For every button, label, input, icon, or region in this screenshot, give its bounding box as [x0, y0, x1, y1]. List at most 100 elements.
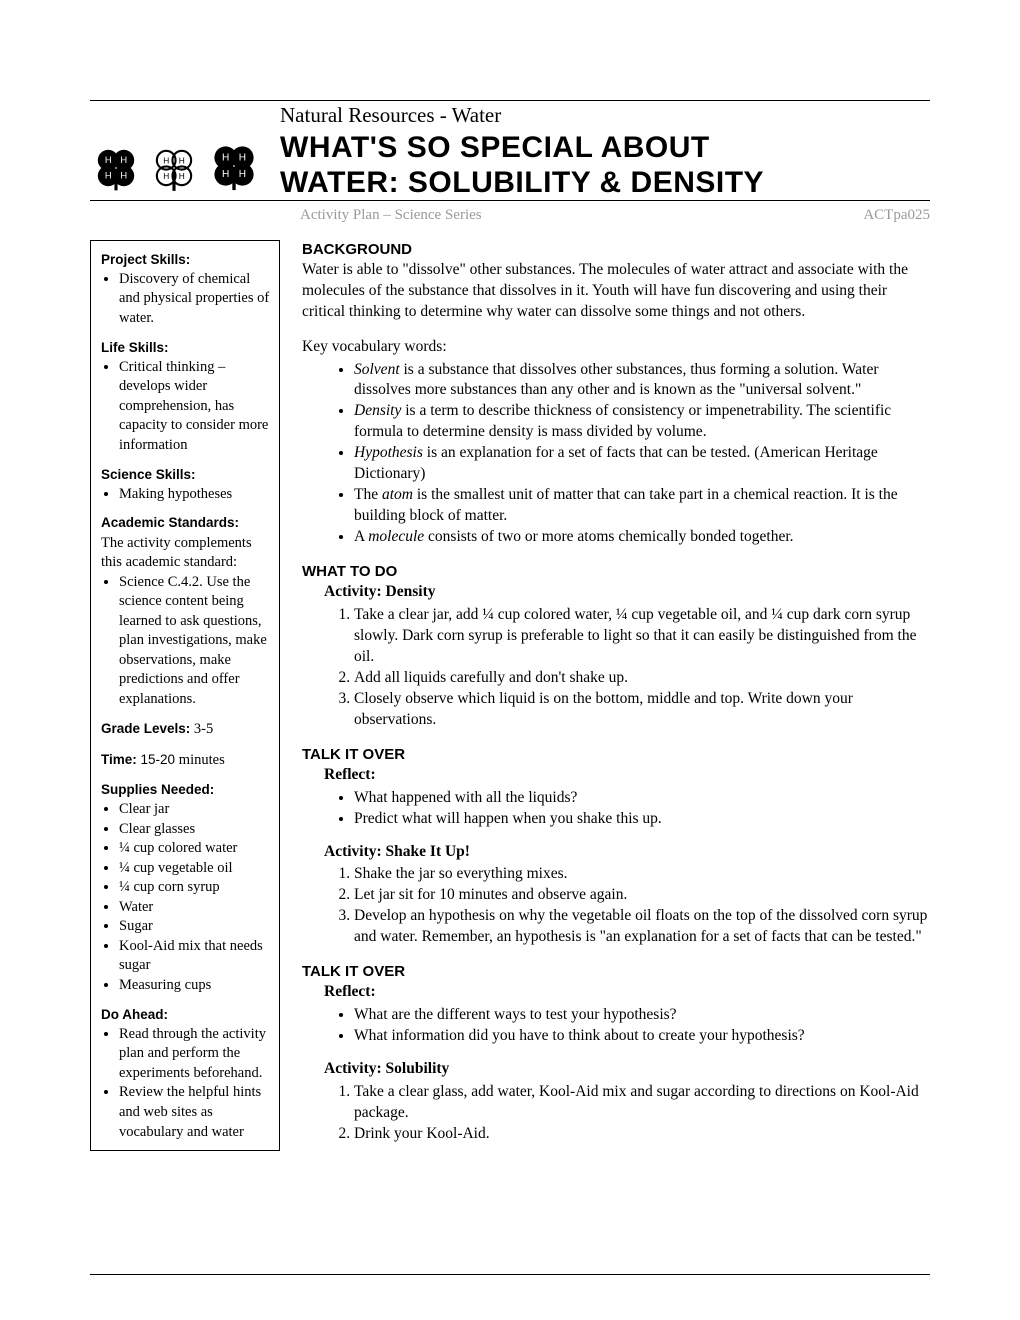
activity-shake-heading: Activity: Shake It Up!	[324, 842, 930, 863]
vocab-term: atom	[382, 486, 413, 503]
academic-list: Science C.4.2. Use the science content b…	[101, 573, 271, 710]
title-line-2: WATER: SOLUBILITY & DENSITY	[280, 166, 764, 199]
svg-text:H: H	[163, 156, 169, 166]
solubility-steps: Take a clear glass, add water, Kool-Aid …	[302, 1082, 930, 1145]
grade-value: 3-5	[190, 721, 213, 737]
clover-icon: HHHH	[148, 142, 200, 194]
vocab-intro: Key vocabulary words:	[302, 337, 930, 358]
list-item: Clear jar	[119, 800, 271, 820]
vocab-term: Hypothesis	[354, 444, 423, 461]
list-item: Clear glasses	[119, 820, 271, 840]
svg-text:H: H	[239, 170, 246, 181]
supplies-heading: Supplies Needed:	[101, 781, 271, 799]
list-item: ¼ cup colored water	[119, 839, 271, 859]
background-text: Water is able to "dissolve" other substa…	[302, 260, 930, 323]
list-item: Science C.4.2. Use the science content b…	[119, 573, 271, 710]
clover-icon: HHHH	[90, 142, 142, 194]
svg-text:H: H	[179, 156, 185, 166]
whattodo-heading: WHAT TO DO	[302, 562, 930, 582]
list-item: Sugar	[119, 917, 271, 937]
time-suffix: minutes	[179, 752, 225, 768]
list-item: Predict what will happen when you shake …	[354, 809, 930, 830]
talkitover-heading: TALK IT OVER	[302, 962, 930, 982]
vocab-def: is an explanation for a set of facts tha…	[354, 444, 878, 482]
title-rule	[90, 200, 930, 201]
svg-text:H: H	[239, 153, 246, 164]
subtitle-row: Activity Plan – Science Series ACTpa025	[300, 205, 930, 225]
reflect-list: What happened with all the liquids? Pred…	[302, 788, 930, 830]
subtitle-left: Activity Plan – Science Series	[300, 205, 482, 225]
svg-text:H: H	[222, 170, 229, 181]
science-skills-heading: Science Skills:	[101, 466, 271, 484]
list-item: Read through the activity plan and perfo…	[119, 1025, 271, 1084]
header: HHHH HHHH HHHH Natural Resources - Water…	[90, 101, 930, 200]
density-steps: Take a clear jar, add ¼ cup colored wate…	[302, 605, 930, 731]
list-item: Develop an hypothesis on why the vegetab…	[354, 906, 930, 948]
list-item: Measuring cups	[119, 976, 271, 996]
list-item: What happened with all the liquids?	[354, 788, 930, 809]
academic-intro: The activity complements this academic s…	[101, 534, 271, 573]
svg-text:H: H	[120, 171, 127, 181]
list-item: Add all liquids carefully and don't shak…	[354, 668, 930, 689]
project-skills-heading: Project Skills:	[101, 251, 271, 269]
main-column: BACKGROUND Water is able to "dissolve" o…	[302, 240, 930, 1152]
background-heading: BACKGROUND	[302, 240, 930, 260]
vocab-term: Density	[354, 402, 401, 419]
reflect-heading: Reflect:	[324, 982, 930, 1003]
logo-block: HHHH HHHH HHHH	[90, 138, 262, 200]
academic-heading: Academic Standards:	[101, 514, 271, 532]
svg-text:H: H	[105, 155, 112, 165]
reflect-list: What are the different ways to test your…	[302, 1005, 930, 1047]
activity-density-heading: Activity: Density	[324, 582, 930, 603]
svg-text:H: H	[222, 153, 229, 164]
vocab-item: A molecule consists of two or more atoms…	[354, 527, 930, 548]
activity-solubility-heading: Activity: Solubility	[324, 1059, 930, 1080]
project-skills-list: Discovery of chemical and physical prope…	[101, 270, 271, 329]
vocab-def: is a term to describe thickness of consi…	[354, 402, 891, 440]
list-item: What are the different ways to test your…	[354, 1005, 930, 1026]
reflect-heading: Reflect:	[324, 765, 930, 786]
list-item: Drink your Kool-Aid.	[354, 1124, 930, 1145]
list-item: Let jar sit for 10 minutes and observe a…	[354, 885, 930, 906]
list-item: ¼ cup corn syrup	[119, 878, 271, 898]
vocab-item: Hypothesis is an explanation for a set o…	[354, 443, 930, 485]
list-item: Review the helpful hints and web sites a…	[119, 1083, 271, 1142]
life-skills-list: Critical thinking – develops wider compr…	[101, 358, 271, 456]
list-item: Making hypotheses	[119, 485, 271, 505]
list-item: Closely observe which liquid is on the b…	[354, 689, 930, 731]
doahead-list: Read through the activity plan and perfo…	[101, 1025, 271, 1142]
time-value: 15-20	[137, 752, 179, 767]
list-item: Shake the jar so everything mixes.	[354, 864, 930, 885]
life-skills-heading: Life Skills:	[101, 339, 271, 357]
vocab-list: Solvent is a substance that dissolves ot…	[302, 360, 930, 548]
vocab-def: is a substance that dissolves other subs…	[354, 361, 879, 399]
shake-steps: Shake the jar so everything mixes. Let j…	[302, 864, 930, 948]
vocab-pre: The	[354, 486, 382, 503]
title-line-1: WHAT'S SO SPECIAL ABOUT	[280, 131, 710, 164]
vocab-pre: A	[354, 528, 368, 545]
vocab-item: Solvent is a substance that dissolves ot…	[354, 360, 930, 402]
vocab-item: The atom is the smallest unit of matter …	[354, 485, 930, 527]
doahead-heading: Do Ahead:	[101, 1006, 271, 1024]
time-label: Time:	[101, 752, 137, 767]
talkitover-heading: TALK IT OVER	[302, 745, 930, 765]
bottom-rule	[90, 1274, 930, 1275]
list-item: Water	[119, 898, 271, 918]
supplies-list: Clear jar Clear glasses ¼ cup colored wa…	[101, 800, 271, 996]
svg-text:H: H	[105, 171, 112, 181]
subtitle-right: ACTpa025	[863, 205, 930, 225]
list-item: What information did you have to think a…	[354, 1026, 930, 1047]
list-item: ¼ cup vegetable oil	[119, 859, 271, 879]
vocab-term: molecule	[368, 528, 424, 545]
grade-label: Grade Levels:	[101, 721, 190, 736]
list-item: Critical thinking – develops wider compr…	[119, 358, 271, 456]
svg-text:H: H	[163, 171, 169, 181]
pretitle: Natural Resources - Water	[280, 101, 930, 129]
vocab-item: Density is a term to describe thickness …	[354, 401, 930, 443]
list-item: Kool-Aid mix that needs sugar	[119, 937, 271, 976]
grade-levels: Grade Levels: 3-5	[101, 720, 271, 740]
clover-icon: HHHH	[206, 138, 262, 194]
list-item: Discovery of chemical and physical prope…	[119, 270, 271, 329]
list-item: Take a clear jar, add ¼ cup colored wate…	[354, 605, 930, 668]
content: Project Skills: Discovery of chemical an…	[90, 240, 930, 1152]
